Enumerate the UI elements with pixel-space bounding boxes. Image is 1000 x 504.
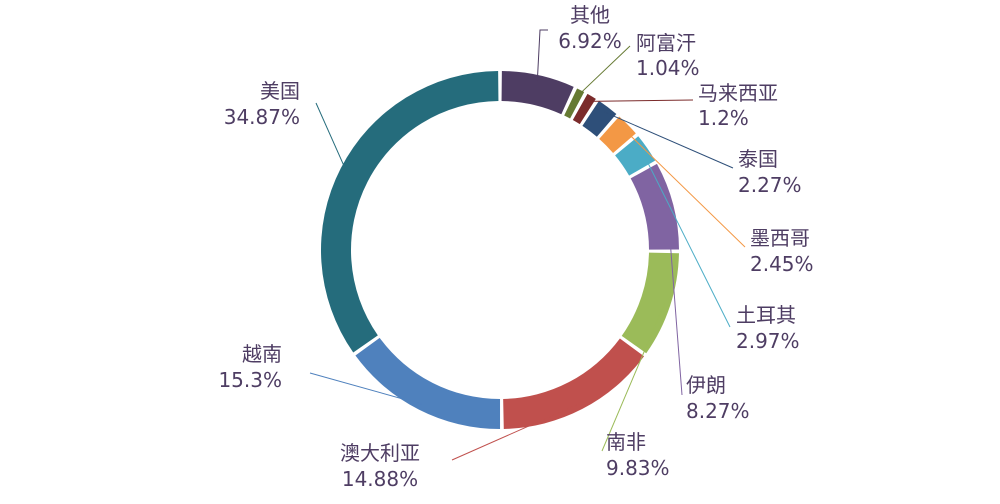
slice-label-value-0: 6.92% — [558, 29, 622, 53]
slice-5[interactable] — [615, 136, 656, 176]
slice-label-name-2: 马来西亚 — [698, 81, 778, 105]
slice-label-value-7: 9.83% — [606, 456, 670, 480]
slice-label-value-10: 34.87% — [224, 105, 300, 129]
slice-label-value-6: 8.27% — [686, 399, 750, 423]
slice-label-name-0: 其他 — [570, 3, 610, 27]
slice-1[interactable] — [564, 88, 585, 119]
slice-label-value-5: 2.97% — [736, 329, 800, 353]
slice-label-name-4: 墨西哥 — [750, 226, 810, 250]
slice-label-name-8: 澳大利亚 — [340, 441, 420, 465]
slice-label-name-7: 南非 — [606, 430, 646, 454]
slice-3[interactable] — [582, 100, 617, 137]
leader-lines-group — [309, 29, 746, 461]
slice-label-value-8: 14.88% — [342, 467, 418, 491]
slice-label-name-1: 阿富汗 — [636, 31, 696, 55]
slice-label-value-1: 1.04% — [636, 56, 700, 80]
leader-line-6 — [667, 206, 683, 396]
slice-label-value-3: 2.27% — [738, 173, 802, 197]
leader-line-2 — [588, 99, 694, 102]
slice-label-value-9: 15.3% — [218, 368, 282, 392]
slice-4[interactable] — [599, 116, 636, 153]
slice-label-name-9: 越南 — [242, 342, 282, 366]
leader-line-4 — [623, 128, 746, 248]
slice-label-name-10: 美国 — [260, 79, 300, 103]
slice-7[interactable] — [621, 252, 679, 354]
slice-0[interactable] — [501, 71, 574, 115]
slice-8[interactable] — [503, 338, 645, 429]
slice-label-value-2: 1.2% — [698, 106, 749, 130]
slice-6[interactable] — [630, 163, 679, 250]
slice-label-value-4: 2.45% — [750, 252, 814, 276]
leader-line-7 — [601, 303, 665, 452]
leader-line-1 — [577, 45, 631, 96]
leader-line-9 — [309, 372, 422, 405]
leader-line-8 — [451, 403, 580, 461]
slices-group — [321, 71, 679, 430]
leader-line-5 — [641, 151, 731, 328]
slice-label-name-5: 土耳其 — [736, 303, 796, 327]
leader-line-10 — [315, 102, 347, 172]
slice-label-name-3: 泰国 — [738, 147, 778, 171]
slice-10[interactable] — [321, 71, 499, 353]
slice-label-name-6: 伊朗 — [686, 373, 726, 397]
slice-9[interactable] — [355, 337, 501, 430]
leader-line-0 — [536, 29, 548, 82]
leader-line-3 — [604, 111, 734, 169]
